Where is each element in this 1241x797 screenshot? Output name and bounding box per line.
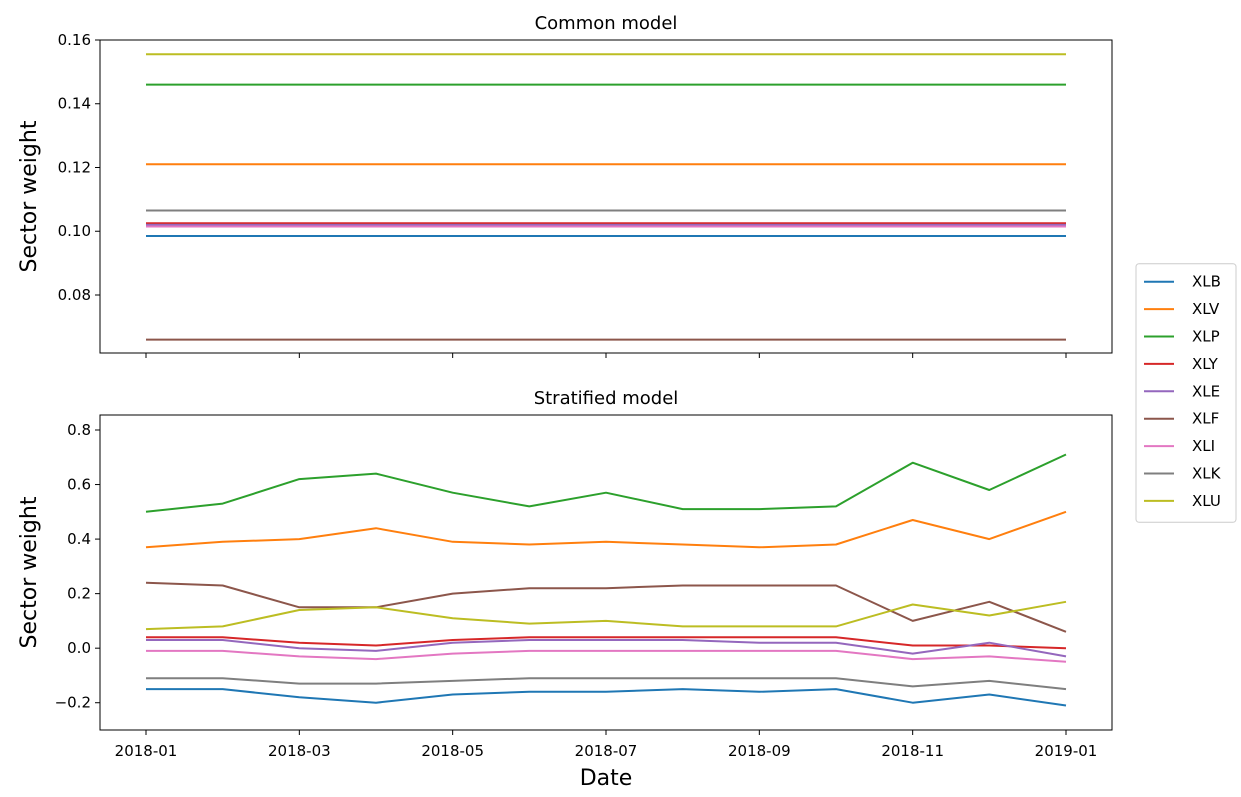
x-tick-label: 2018-11 <box>881 742 944 760</box>
legend-label: XLV <box>1192 300 1220 318</box>
series-line <box>145 600 1067 631</box>
series-line <box>145 581 1067 633</box>
y-tick-label: −0.2 <box>55 694 91 712</box>
y-tick-label: 0.08 <box>58 286 91 304</box>
y-tick-label: 0.12 <box>58 158 91 176</box>
y-tick-label: 0.8 <box>67 421 91 439</box>
series-line <box>146 688 1067 707</box>
y-tick-label: 0.0 <box>67 639 91 657</box>
y-tick-label: 0.2 <box>67 585 91 603</box>
legend-label: XLY <box>1192 355 1219 373</box>
y-tick-label: 0.16 <box>58 31 91 49</box>
series-line <box>145 510 1067 549</box>
x-tick-label: 2018-05 <box>421 742 484 760</box>
series-line <box>146 677 1067 691</box>
x-tick-label: 2019-01 <box>1035 742 1098 760</box>
legend-label: XLE <box>1192 382 1220 400</box>
y-axis-label: Sector weight <box>17 120 42 272</box>
legend-label: XLI <box>1192 437 1215 455</box>
chart-title: Stratified model <box>534 388 679 409</box>
legend-label: XLB <box>1192 273 1221 291</box>
x-tick-label: 2018-01 <box>115 742 178 760</box>
x-tick-label: 2018-07 <box>575 742 638 760</box>
legend-label: XLP <box>1192 328 1220 346</box>
legend-label: XLU <box>1192 492 1221 510</box>
series-line <box>146 649 1067 663</box>
series-line <box>146 639 1067 658</box>
x-tick-label: 2018-09 <box>728 742 791 760</box>
axes-frame <box>99 414 1113 731</box>
axes-frame <box>99 39 1113 354</box>
y-tick-label: 0.6 <box>67 476 91 494</box>
chart-title: Common model <box>535 13 678 34</box>
series-line <box>145 453 1067 513</box>
series-line <box>146 636 1067 650</box>
y-tick-label: 0.14 <box>58 95 91 113</box>
x-tick-label: 2018-03 <box>268 742 331 760</box>
x-axis-label: Date <box>580 766 633 791</box>
y-tick-label: 0.10 <box>58 222 91 240</box>
y-axis-label: Sector weight <box>17 496 42 648</box>
legend-label: XLF <box>1192 410 1219 428</box>
legend-box <box>1135 263 1237 523</box>
legend-label: XLK <box>1192 465 1222 483</box>
y-tick-label: 0.4 <box>67 530 91 548</box>
